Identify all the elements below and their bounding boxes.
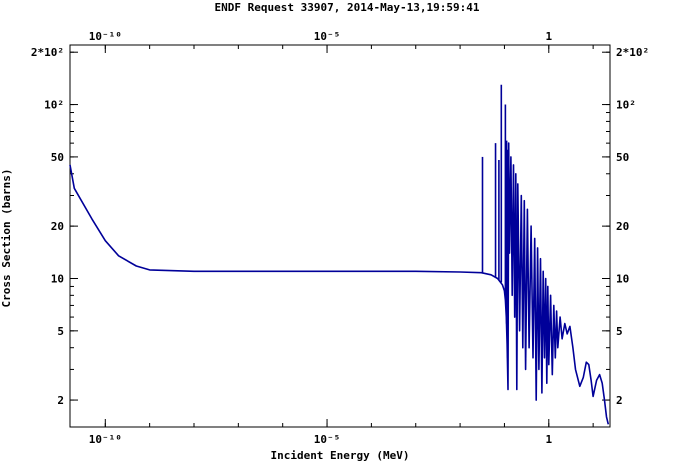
y-tick-label-right: 20 bbox=[616, 220, 629, 233]
cross-section-line bbox=[69, 142, 610, 425]
x-tick-label-bottom: 1 bbox=[545, 433, 552, 446]
y-tick-label-right: 50 bbox=[616, 151, 629, 164]
series-layer bbox=[69, 84, 610, 425]
y-tick-label-left: 50 bbox=[51, 151, 64, 164]
y-tick-label-left: 2 bbox=[57, 394, 64, 407]
y-tick-label-right: 10² bbox=[616, 99, 636, 112]
plot-frame bbox=[69, 44, 611, 428]
y-tick-label-right: 2*10² bbox=[616, 46, 649, 59]
x-tick-label-top: 10⁻⁵ bbox=[314, 30, 341, 43]
y-tick-label-left: 20 bbox=[51, 220, 64, 233]
x-tick-label-top: 10⁻¹⁰ bbox=[89, 30, 122, 43]
y-tick-label-left: 10 bbox=[51, 272, 64, 285]
y-tick-label-left: 5 bbox=[57, 325, 64, 338]
y-tick-label-right: 10 bbox=[616, 272, 629, 285]
x-tick-label-bottom: 10⁻⁵ bbox=[314, 433, 341, 446]
tick-labels: 10⁻¹⁰ 10⁻¹⁰ 10⁻⁵ 10⁻⁵ 1 1 2*10² 2*10² 10² 10² 50 50… bbox=[31, 30, 649, 446]
y-tick-label-right: 5 bbox=[616, 325, 623, 338]
x-tick-label-bottom: 10⁻¹⁰ bbox=[89, 433, 122, 446]
x-axis-label: Incident Energy (MeV) bbox=[270, 449, 409, 462]
y-tick-label-left: 2*10² bbox=[31, 46, 64, 59]
x-tick-label-top: 1 bbox=[545, 30, 552, 43]
y-axis-label: Cross Section (barns) bbox=[0, 168, 13, 307]
axis-ticks bbox=[70, 45, 610, 427]
y-tick-label-left: 10² bbox=[44, 99, 64, 112]
y-tick-label-right: 2 bbox=[616, 394, 623, 407]
chart-title: ENDF Request 33907, 2014-May-13,19:59:41 bbox=[215, 1, 480, 14]
